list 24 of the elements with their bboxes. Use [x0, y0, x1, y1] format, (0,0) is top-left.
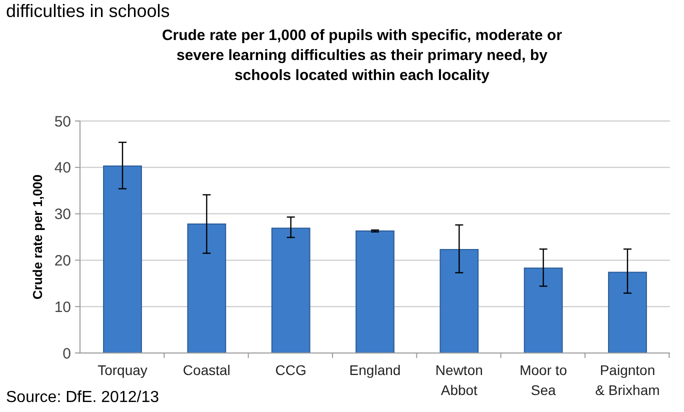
bar [187, 224, 226, 354]
y-tick-label: 50 [54, 113, 71, 130]
bar [608, 272, 647, 354]
y-tick-label: 30 [54, 206, 71, 224]
x-tick-label: Paignton & Brixham [595, 362, 660, 398]
x-tick-label: England [349, 362, 401, 378]
bar [356, 230, 394, 354]
text: difficulties in schools [6, 1, 170, 21]
y-tick-label: 20 [54, 252, 71, 270]
bar [524, 268, 563, 354]
bar [440, 249, 479, 354]
y-tick-label: 40 [54, 160, 71, 177]
chart-title: Crude rate per 1,000 of pupils with specific, moderate or severe learning difficulties as their primary need, by schools located within each locality [162, 27, 562, 84]
bar [271, 228, 310, 354]
x-tick-label: Torquay [98, 362, 148, 378]
source-note: Source: DfE. 2012/13 [6, 389, 160, 406]
x-tick-label: CCG [275, 362, 306, 378]
x-tick-label: Newton Abbot [435, 362, 483, 398]
bar [103, 166, 142, 354]
y-axis-title: Crude rate per 1,000 [30, 174, 45, 300]
y-tick-label: 0 [62, 345, 71, 362]
y-tick-label: 10 [54, 298, 71, 316]
x-tick-label: Moor to Sea [520, 362, 568, 398]
x-tick-label: Coastal [182, 362, 230, 378]
